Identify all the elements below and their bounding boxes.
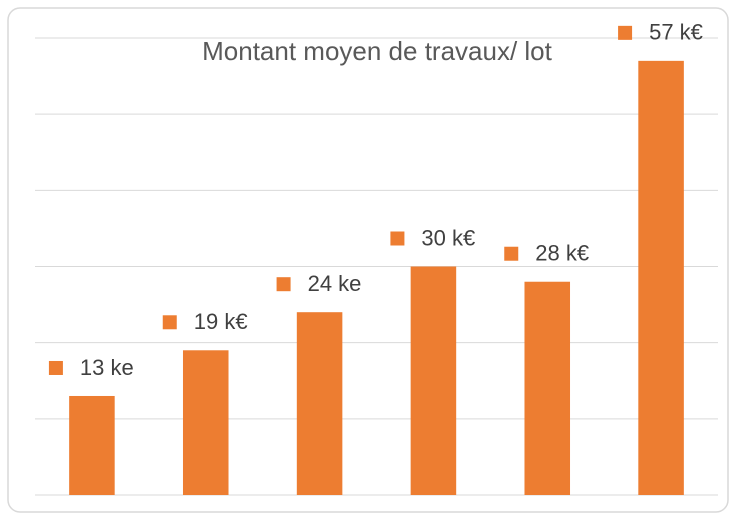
chart-border — [7, 7, 729, 513]
bar — [182, 350, 229, 495]
data-label: 13 ke — [80, 355, 134, 380]
label-key — [162, 315, 177, 330]
grid — [35, 37, 718, 496]
label-key — [504, 246, 519, 261]
bar — [638, 60, 684, 495]
bar — [410, 266, 457, 495]
data-label: 24 ke — [308, 271, 362, 296]
label-key — [390, 231, 405, 246]
bar — [296, 312, 343, 495]
marks: 13 ke 19 k€ 24 ke 30 k€ 28 k€ 57 k€ — [48, 20, 703, 495]
data-label: 57 k€ — [649, 20, 703, 45]
label-key — [618, 25, 633, 40]
data-label: 30 k€ — [421, 225, 475, 250]
chart-title: Montant moyen de travaux/ lot — [202, 36, 553, 66]
data-label: 28 k€ — [535, 241, 589, 266]
bar — [524, 281, 571, 495]
bar — [69, 395, 115, 495]
label-key — [276, 277, 291, 292]
label-key — [48, 360, 63, 375]
data-label: 19 k€ — [194, 309, 248, 334]
